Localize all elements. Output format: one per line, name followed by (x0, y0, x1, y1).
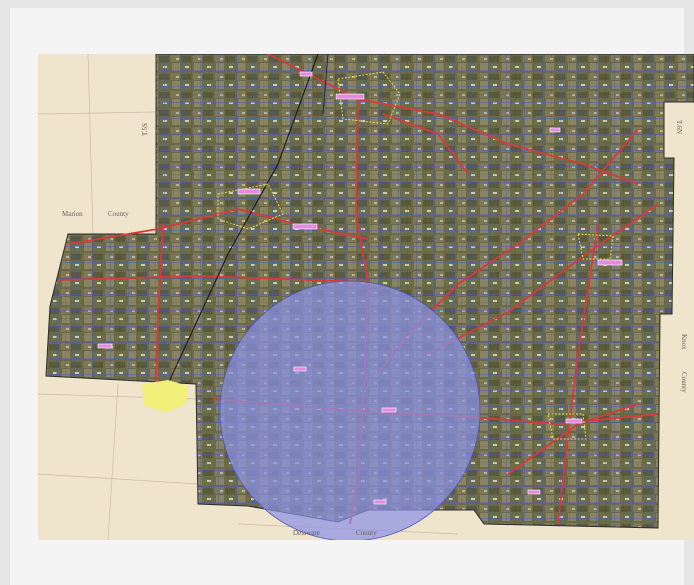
place-tags (97, 71, 623, 505)
railroad-spur (322, 54, 329, 115)
place-tag (237, 188, 261, 195)
place-tag (293, 366, 307, 372)
place-tag (381, 407, 397, 413)
township-label-left: T.5S (141, 123, 149, 136)
place-tag (597, 259, 623, 266)
town-yellow (142, 380, 188, 412)
place-tag (527, 489, 541, 495)
place-tag (292, 223, 318, 230)
railroad (167, 54, 319, 385)
outside-roads (38, 54, 459, 540)
map-viewport[interactable]: Marion County Delaware County Knox Count… (38, 54, 694, 540)
place-tag (549, 127, 561, 133)
county-label-marion: Marion (62, 210, 83, 218)
county-label-delaware-county: County (356, 529, 377, 537)
county-label-marion-county: County (108, 210, 129, 218)
county-label-knox-county: County (680, 372, 688, 393)
place-tag (299, 71, 313, 77)
place-tag (373, 499, 387, 505)
county-boundary (45, 54, 694, 529)
county-label-delaware: Delaware (293, 529, 320, 537)
place-tag (335, 93, 365, 100)
map-canvas[interactable]: Marion County Delaware County Knox Count… (38, 54, 694, 540)
town-outlines (217, 71, 614, 440)
township-label-right: T.6N (675, 120, 683, 134)
place-tag (97, 343, 113, 349)
place-tag (565, 418, 583, 424)
buffer-circle[interactable] (219, 280, 481, 540)
map-frame: Marion County Delaware County Knox Count… (10, 8, 694, 585)
county-label-knox: Knox (680, 334, 688, 350)
